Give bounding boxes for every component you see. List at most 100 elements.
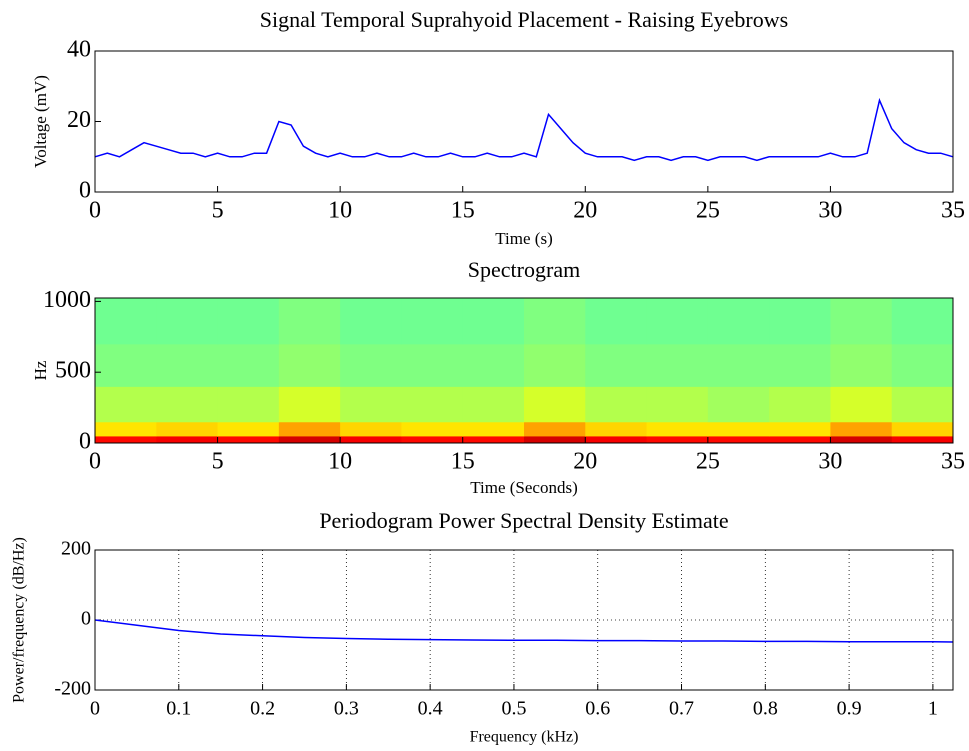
heatmap-cell (830, 298, 893, 345)
heatmap-cell (401, 386, 464, 423)
x-axis-label: Frequency (kHz) (470, 729, 579, 746)
y-tick-label: 500 (55, 358, 91, 384)
heatmap-cell (95, 421, 157, 437)
x-tick-label: 0.3 (334, 698, 359, 720)
heatmap-cell (524, 386, 586, 423)
heatmap-cell (585, 435, 648, 444)
x-tick-label: 35 (941, 449, 965, 475)
x-tick-label: 0.8 (753, 698, 778, 720)
heatmap-cell (769, 343, 831, 387)
heatmap-cell (462, 343, 525, 387)
x-tick-label: 0.1 (166, 698, 191, 720)
x-tick-label: 0.7 (669, 698, 694, 720)
heatmap-cell (646, 343, 709, 387)
chart-title: Spectrogram (468, 257, 580, 282)
heatmap-cell (830, 435, 893, 444)
heatmap-cell (707, 343, 770, 387)
y-axis-label: Hz (31, 360, 50, 380)
heatmap-cell (278, 421, 341, 437)
heatmap-cell (891, 421, 954, 437)
heatmap-cell (156, 421, 219, 437)
x-tick-label: 10 (328, 449, 352, 475)
x-tick-label: 15 (451, 198, 475, 224)
heatmap-cell (707, 421, 770, 437)
heatmap-cell (217, 343, 280, 387)
y-tick-label: 0 (79, 178, 91, 204)
axes-frame (94, 50, 954, 193)
heatmap-cell (891, 343, 954, 387)
x-tick-label: 0.2 (250, 698, 275, 720)
heatmap-cell (156, 386, 219, 423)
heatmap-cell (524, 435, 586, 444)
heatmap-cell (95, 386, 157, 423)
heatmap-cell (217, 298, 280, 345)
heatmap-cell (156, 343, 219, 387)
heatmap-cell (95, 343, 157, 387)
subplot: Periodogram Power Spectral Density Estim… (11, 508, 954, 746)
x-tick-label: 0 (90, 698, 100, 720)
heatmap-cell (707, 386, 770, 423)
y-tick-label: 40 (67, 37, 91, 63)
heatmap-cell (585, 343, 648, 387)
heatmap-cell (462, 386, 525, 423)
heatmap-cell (278, 386, 341, 423)
heatmap-cell (646, 421, 709, 437)
x-tick-label: 0.9 (837, 698, 862, 720)
heatmap-cell (769, 435, 831, 444)
heatmap-cell (340, 298, 402, 345)
chart-title: Signal Temporal Suprahyoid Placement - R… (260, 7, 788, 32)
heatmap-cell (830, 343, 893, 387)
y-tick-label: 0 (79, 429, 91, 455)
heatmap-cell (646, 298, 709, 345)
heatmap-cell (340, 343, 402, 387)
heatmap-cell (95, 298, 157, 345)
subplot: Signal Temporal Suprahyoid Placement - R… (31, 7, 965, 248)
heatmap-cell (340, 421, 402, 437)
heatmap-cell (217, 421, 280, 437)
x-tick-label: 1 (928, 698, 938, 720)
signal-line (94, 97, 954, 162)
heatmap-cell (707, 298, 770, 345)
y-tick-label: 1000 (43, 287, 91, 313)
x-tick-label: 30 (818, 449, 842, 475)
heatmap-cell (891, 298, 954, 345)
x-tick-label: 25 (696, 449, 720, 475)
heatmap-cell (646, 386, 709, 423)
x-tick-label: 0 (89, 449, 101, 475)
heatmap-cell (830, 421, 893, 437)
x-axis-label: Time (s) (495, 229, 552, 248)
heatmap-cell (156, 298, 219, 345)
x-tick-label: 30 (818, 198, 842, 224)
heatmap-cell (524, 298, 586, 345)
chart-title: Periodogram Power Spectral Density Estim… (319, 508, 728, 533)
heatmap-cell (340, 435, 402, 444)
x-tick-label: 0.6 (585, 698, 610, 720)
heatmap-cell (462, 435, 525, 444)
heatmap-cell (769, 421, 831, 437)
heatmap-cell (585, 298, 648, 345)
y-tick-label: 20 (67, 107, 91, 133)
x-tick-label: 15 (451, 449, 475, 475)
heatmap-cell (707, 435, 770, 444)
y-tick-label: -200 (54, 678, 91, 700)
heatmap-cell (278, 343, 341, 387)
x-axis-label: Time (Seconds) (470, 478, 578, 497)
y-axis-label: Voltage (mV) (31, 75, 50, 168)
x-tick-label: 0 (89, 198, 101, 224)
x-tick-label: 10 (328, 198, 352, 224)
subplot: Spectrogram Time (Seconds) Hz 0 5 10 15 20 25 30 3… (31, 257, 965, 497)
heatmap-cell (830, 386, 893, 423)
heatmap-cell (462, 298, 525, 345)
y-tick-label: 200 (61, 538, 91, 560)
heatmap-cell (278, 435, 341, 444)
axes-frame (94, 549, 954, 691)
heatmap-cell (278, 298, 341, 345)
heatmap-cell (769, 386, 831, 423)
heatmap-cell (401, 343, 464, 387)
x-tick-label: 20 (573, 449, 597, 475)
x-tick-label: 35 (941, 198, 965, 224)
x-tick-label: 0.4 (418, 698, 443, 720)
heatmap-cell (401, 421, 464, 437)
x-tick-label: 5 (212, 449, 224, 475)
